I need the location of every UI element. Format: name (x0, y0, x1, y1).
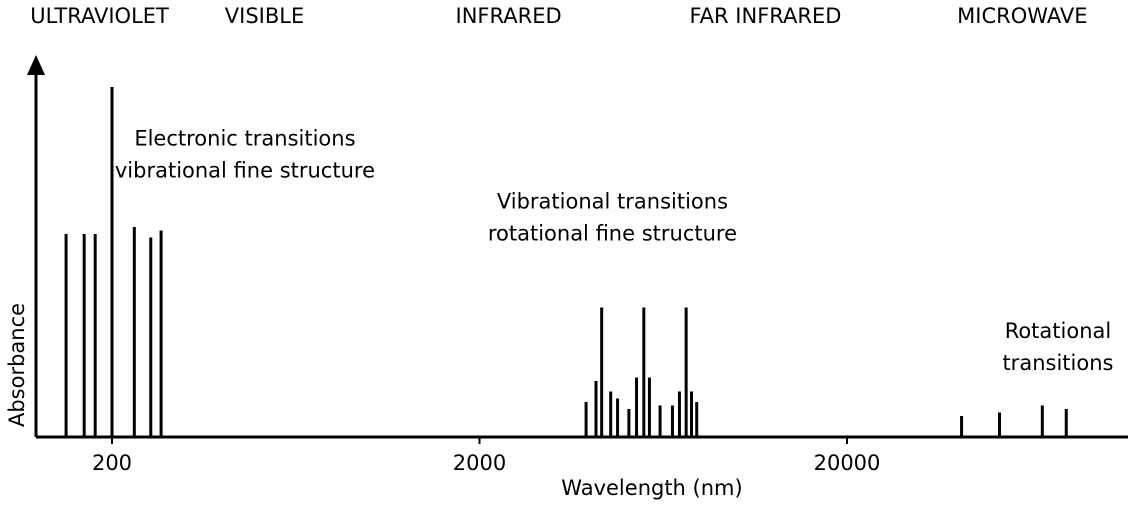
rotational-transitions-label-line-0: Rotational (1005, 319, 1112, 343)
x-tick-label-20000: 20000 (814, 451, 881, 475)
spectral-regions: ULTRAVIOLET VISIBLE INFRARED FAR INFRARED MI… (30, 4, 1087, 28)
x-ticks: 200 2000 20000 (92, 437, 880, 475)
x-axis-label: Wavelength (nm) (561, 476, 742, 500)
vibrational-transitions-label-line-0: Vibrational transitions (497, 190, 728, 214)
region-label-microwave: MICROWAVE (957, 4, 1087, 28)
x-tick-label-200: 200 (92, 451, 132, 475)
region-label-infrared: INFRARED (456, 4, 562, 28)
region-label-visible: VISIBLE (225, 4, 304, 28)
vibrational-transitions-label-line-1: rotational fine structure (488, 222, 737, 246)
rotational-transitions-label-line-1: transitions (1002, 351, 1113, 375)
y-axis-arrow (27, 55, 45, 75)
axes (27, 55, 1128, 439)
electronic-transitions-label-line-1: vibrational fine structure (115, 159, 375, 183)
region-label-ultraviolet: ULTRAVIOLET (30, 4, 169, 28)
annotations: Electronic transitions vibrational fine s… (115, 127, 1114, 376)
region-label-far-infrared: FAR INFRARED (690, 4, 842, 28)
y-axis-label: Absorbance (5, 303, 29, 427)
electronic-transitions-label-line-0: Electronic transitions (134, 127, 355, 151)
x-tick-label-2000: 2000 (453, 451, 506, 475)
spectral-lines (64, 87, 1068, 437)
